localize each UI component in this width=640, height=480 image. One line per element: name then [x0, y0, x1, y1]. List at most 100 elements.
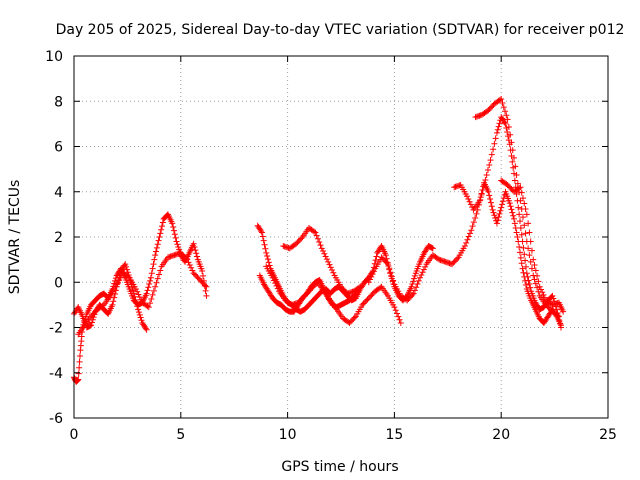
data-point — [509, 147, 516, 154]
data-point — [494, 217, 501, 224]
data-point — [518, 189, 525, 196]
data-point — [320, 248, 327, 255]
data-point — [191, 271, 198, 278]
data-point — [132, 296, 139, 303]
data-point — [503, 112, 510, 119]
data-point — [295, 238, 302, 245]
data-point — [131, 293, 138, 300]
data-point — [519, 214, 526, 221]
chart-title: Day 205 of 2025, Sidereal Day-to-day VTE… — [56, 22, 625, 38]
data-point — [147, 274, 154, 281]
data-point — [487, 104, 494, 111]
data-point — [397, 319, 404, 326]
data-point — [536, 283, 543, 290]
data-point — [262, 245, 269, 252]
data-point — [123, 266, 130, 273]
data-point — [341, 287, 348, 294]
data-point — [261, 241, 268, 248]
data-point — [138, 317, 145, 324]
data-point — [526, 229, 533, 236]
data-point — [509, 209, 516, 216]
data-point — [367, 293, 374, 300]
data-point — [186, 262, 193, 269]
data-point — [312, 229, 319, 236]
x-tick-label: 25 — [599, 427, 617, 443]
data-point — [325, 258, 332, 265]
data-point — [169, 220, 176, 227]
data-point — [521, 200, 528, 207]
data-point — [550, 295, 557, 302]
data-point — [144, 287, 151, 294]
data-point — [466, 198, 473, 205]
data-point — [461, 243, 468, 250]
data-point — [153, 248, 160, 255]
data-point — [450, 259, 457, 266]
data-point — [517, 197, 524, 204]
data-point — [483, 172, 490, 179]
data-point — [494, 126, 501, 133]
data-point — [490, 146, 497, 153]
data-point — [365, 279, 372, 286]
data-point — [554, 312, 561, 319]
data-point — [523, 211, 530, 218]
data-point — [489, 103, 496, 110]
data-point — [526, 281, 533, 288]
data-point — [526, 252, 533, 259]
y-tick-label: 8 — [54, 94, 63, 110]
y-tick-label: -2 — [49, 321, 63, 337]
data-point — [200, 272, 207, 279]
data-point — [369, 291, 376, 298]
data-point — [318, 245, 325, 252]
data-point — [496, 120, 503, 127]
data-point — [507, 184, 514, 191]
data-point — [486, 105, 493, 112]
data-point — [338, 283, 344, 290]
data-point — [313, 232, 320, 239]
data-point — [514, 180, 521, 187]
data-point — [135, 291, 142, 298]
data-point — [527, 284, 534, 291]
data-point — [144, 303, 151, 310]
data-point — [491, 140, 498, 147]
data-point — [198, 278, 205, 285]
data-point — [489, 206, 496, 213]
data-point — [173, 238, 180, 245]
data-point — [451, 258, 458, 265]
data-point — [193, 272, 200, 279]
data-point — [549, 292, 556, 299]
data-point — [377, 284, 384, 291]
data-point — [273, 282, 280, 289]
data-point — [200, 281, 207, 288]
data-point — [558, 322, 565, 329]
data-point — [498, 95, 505, 102]
data-point — [516, 218, 523, 225]
data-point — [522, 257, 529, 264]
data-point — [546, 305, 553, 312]
data-point — [159, 223, 166, 230]
data-point — [150, 261, 157, 268]
data-point — [522, 263, 529, 270]
data-point — [360, 300, 367, 307]
x-tick-label: 5 — [176, 427, 185, 443]
data-point — [263, 249, 270, 256]
data-point — [545, 304, 552, 311]
data-point — [76, 364, 83, 371]
data-point — [511, 215, 518, 222]
data-point — [363, 297, 370, 304]
data-point — [88, 313, 95, 320]
data-point — [367, 276, 374, 283]
data-point — [534, 272, 541, 279]
data-point — [411, 272, 418, 279]
data-point — [528, 247, 535, 254]
data-point — [517, 254, 524, 261]
data-point — [330, 269, 337, 276]
data-point — [485, 107, 492, 114]
data-point — [266, 262, 273, 269]
data-point — [159, 219, 166, 226]
data-point — [301, 292, 308, 299]
data-point — [516, 243, 523, 250]
data-marks — [71, 95, 567, 385]
data-point — [469, 204, 476, 211]
data-point — [306, 287, 313, 294]
data-point — [170, 224, 177, 231]
